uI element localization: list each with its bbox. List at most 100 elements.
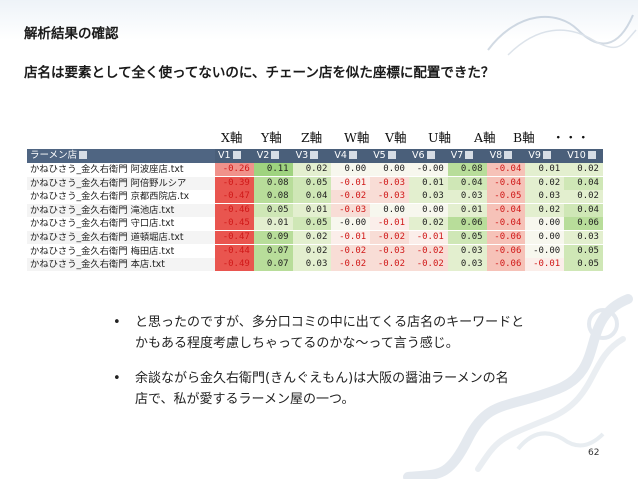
axis-label: Y軸 (261, 130, 282, 145)
value-cell: -0.01 (331, 176, 371, 190)
value-cell: -0.03 (370, 176, 409, 190)
header-column: V2 (254, 149, 293, 163)
value-cell: -0.06 (486, 258, 526, 272)
filter-dropdown-icon[interactable] (426, 150, 435, 159)
filter-dropdown-icon[interactable] (310, 150, 319, 159)
value-cell: -0.49 (215, 258, 254, 272)
table-row[interactable]: かねひさう_金久右衛門 阿倍野ルシア -0.39 0.08 0.05 -0.01 -0.0… (27, 176, 603, 190)
value-cell: -0.01 (370, 217, 409, 231)
value-cell: -0.00 (331, 217, 371, 231)
header-store-name: ラーメン店 (27, 149, 215, 163)
header-column: V3 (293, 149, 332, 163)
filter-dropdown-icon[interactable] (232, 150, 241, 159)
value-cell: 0.05 (292, 217, 332, 231)
store-name-cell: かねひさう_金久右衛門 滝池店.txt (30, 204, 175, 216)
value-cell: -0.02 (331, 190, 371, 204)
bullet-dot-icon: • (113, 315, 121, 330)
header-column-label: V7 (450, 150, 464, 161)
value-cell: -0.04 (486, 163, 526, 176)
value-cell: 0.03 (447, 258, 487, 272)
store-name-cell: かねひさう_金久右衛門 阿波座店.txt (30, 164, 184, 175)
filter-dropdown-icon[interactable] (348, 150, 357, 159)
table-row[interactable]: かねひさう_金久右衛門 守口店.txt -0.45 0.01 0.05 -0.00 -0.… (27, 217, 603, 231)
value-cell: 0.01 (253, 217, 293, 231)
value-cell: 0.03 (447, 244, 487, 258)
table-row[interactable]: かねひさう_金久右衛門 本店.txt -0.49 0.07 0.03 -0.02 -0.0… (27, 258, 603, 272)
filter-dropdown-icon[interactable] (587, 150, 596, 159)
value-cell: 0.08 (253, 176, 293, 190)
filter-dropdown-icon[interactable] (465, 150, 474, 159)
filter-dropdown-icon[interactable] (387, 150, 396, 159)
filter-dropdown-icon[interactable] (542, 150, 551, 159)
top-band (0, 0, 638, 40)
axis-label: W軸 (344, 130, 370, 145)
page-subtitle: 店名は要素として全く使ってないのに、チェーン店を似た座標に配置できた？ (24, 65, 495, 81)
value-cell: 0.03 (409, 190, 448, 204)
value-cell: -0.04 (486, 203, 526, 217)
store-name-cell: かねひさう_金久右衛門 阿倍野ルシア (30, 177, 187, 189)
table-row[interactable]: かねひさう_金久右衛門 滝池店.txt -0.46 0.05 0.01 -0.03 0.0… (27, 203, 603, 218)
axis-label: B軸 (513, 130, 535, 145)
value-cell: 0.06 (564, 217, 603, 231)
value-cell: -0.47 (215, 231, 254, 244)
value-cell: 0.08 (447, 163, 487, 176)
value-cell: -0.26 (215, 163, 254, 176)
page-number: 62 (588, 448, 600, 458)
table-row[interactable]: かねひさう_金久右衛門 道頓堀店.txt -0.47 0.09 0.02 -0.01 -0… (27, 231, 603, 245)
value-cell: 0.01 (292, 203, 332, 217)
value-cell: 0.04 (292, 190, 332, 204)
filter-dropdown-icon[interactable] (504, 150, 513, 159)
value-cell: 0.02 (525, 176, 565, 190)
value-cell: 0.05 (253, 203, 293, 217)
value-cell: 0.00 (525, 217, 565, 231)
filter-dropdown-icon[interactable] (79, 150, 88, 159)
header-column: V10 (564, 149, 603, 163)
table-row[interactable]: かねひさう_金久右衛門 京都西院店.tx -0.47 0.08 0.04 -0.02 -0… (27, 190, 603, 204)
header-column-label: V8 (489, 150, 503, 161)
value-cell: -0.03 (370, 190, 409, 204)
axis-label: X軸 (221, 130, 243, 145)
store-name-cell: かねひさう_金久右衛門 梅田店.txt (30, 245, 175, 257)
header-column-label: V3 (295, 150, 309, 161)
value-cell: 0.03 (564, 231, 603, 244)
value-cell: 0.08 (253, 190, 293, 204)
header-column: V1 (215, 149, 254, 163)
axis-label-row: X軸 Y軸 Z軸 W軸 V軸 U軸 A軸 B軸 ・・・ (221, 127, 621, 145)
value-cell: -0.01 (525, 258, 565, 272)
value-cell: -0.05 (486, 190, 526, 204)
store-name-cell: かねひさう_金久右衛門 守口店.txt (30, 218, 175, 230)
value-cell: 0.05 (564, 258, 603, 272)
dragon-watermark (403, 294, 633, 479)
value-cell: 0.04 (447, 176, 487, 190)
value-cell: 0.00 (370, 163, 409, 176)
value-cell: -0.46 (215, 203, 254, 217)
value-cell: -0.02 (409, 244, 448, 258)
value-cell: 0.03 (292, 258, 332, 272)
value-cell: -0.01 (331, 231, 371, 244)
value-cell: -0.02 (331, 258, 371, 272)
value-cell: -0.04 (486, 217, 526, 231)
value-cell: 0.03 (447, 190, 487, 204)
bullet-list: • と思ったのですが、多分口コミの中に出てくる店名のキーワードと かもある程度考… (113, 312, 583, 424)
table-row[interactable]: かねひさう_金久右衛門 梅田店.txt -0.44 0.07 0.02 -0.02 -0.… (27, 244, 603, 258)
header-column-label: V2 (256, 150, 270, 161)
value-cell: 0.02 (564, 163, 603, 176)
store-name-cell: かねひさう_金久右衛門 道頓堀店.txt (30, 232, 184, 243)
value-cell: 0.00 (525, 231, 565, 244)
data-table: ラーメン店 V1 V2 V3 V4 V5 V6 V7 V8 V9 V10 かねひさう_金久右衛門 … (27, 149, 603, 274)
value-cell: -0.45 (215, 217, 254, 231)
filter-dropdown-icon[interactable] (271, 150, 280, 159)
value-cell: -0.06 (486, 231, 526, 244)
bullet-text: 余談ながら金久右衛門(きんぐえもん)は大阪の醤油ラーメンの名 店で、私が愛するラ… (135, 371, 509, 407)
value-cell: 0.03 (525, 190, 565, 204)
table-row[interactable]: かねひさう_金久右衛門 阿波座店.txt -0.26 0.11 0.02 0.00 0.0… (27, 163, 603, 177)
header-column: V4 (331, 149, 370, 163)
value-cell: -0.02 (409, 258, 448, 272)
value-cell: -0.02 (370, 258, 409, 272)
value-cell: -0.01 (409, 231, 448, 244)
value-cell: 0.05 (564, 244, 603, 258)
value-cell: 0.11 (253, 163, 293, 176)
axis-label: U軸 (428, 130, 452, 145)
header-column: V7 (448, 149, 487, 163)
value-cell: -0.39 (215, 176, 254, 190)
